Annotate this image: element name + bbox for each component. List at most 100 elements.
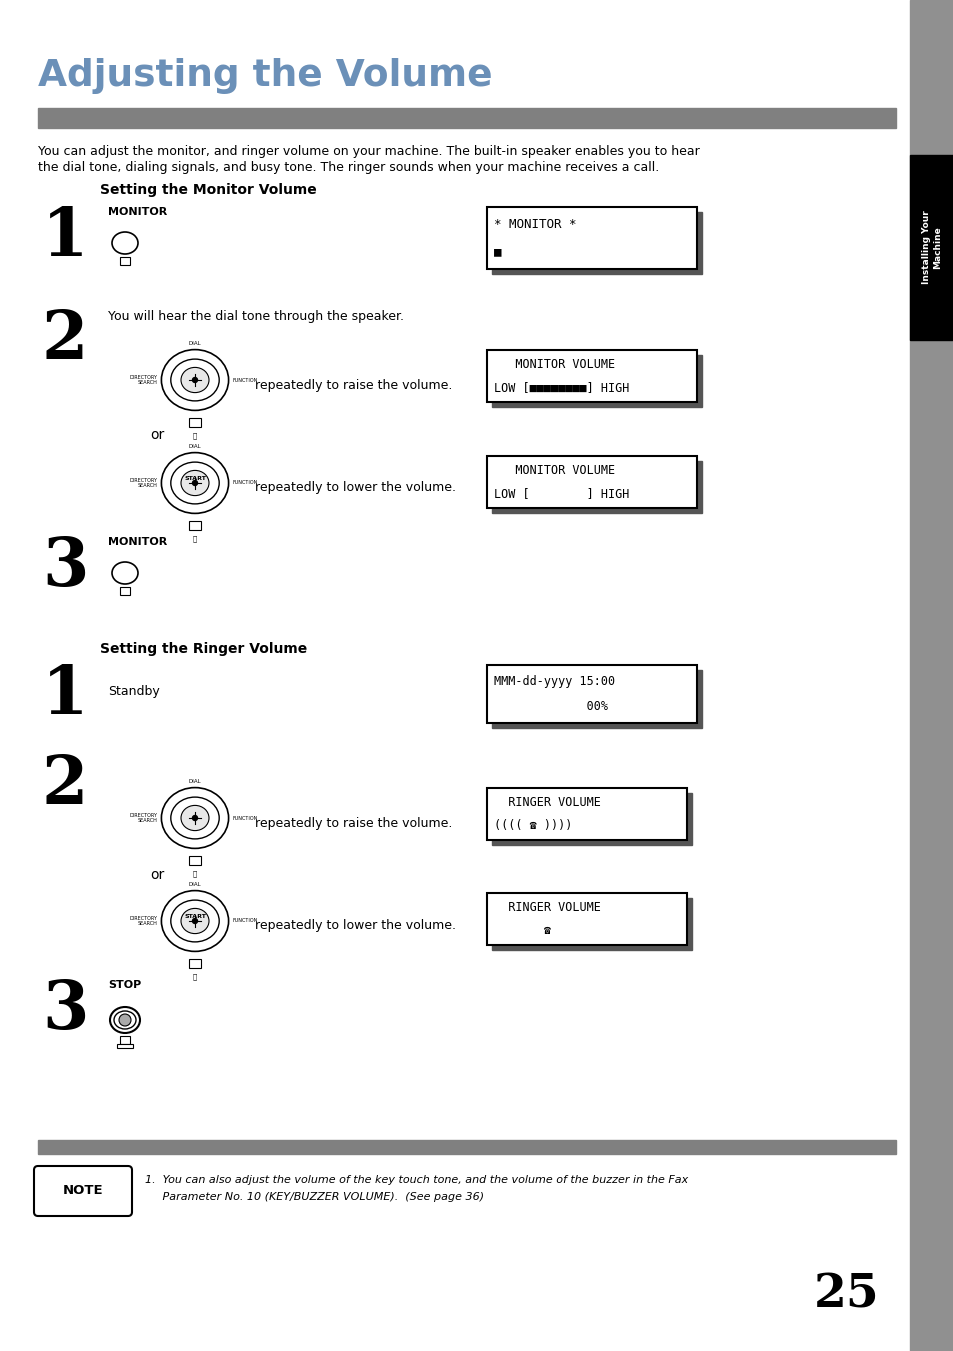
Ellipse shape <box>112 562 138 584</box>
Text: Parameter No. 10 (KEY/BUZZER VOLUME).  (See page 36): Parameter No. 10 (KEY/BUZZER VOLUME). (S… <box>145 1192 483 1202</box>
Text: DIAL: DIAL <box>189 340 201 346</box>
Bar <box>492 355 701 407</box>
Text: RINGER VOLUME: RINGER VOLUME <box>494 901 600 915</box>
Bar <box>117 1044 132 1048</box>
Text: DIAL: DIAL <box>189 882 201 888</box>
Text: LOW [        ] HIGH: LOW [ ] HIGH <box>494 486 629 500</box>
Text: 1: 1 <box>42 205 89 270</box>
Ellipse shape <box>113 1011 136 1029</box>
FancyBboxPatch shape <box>34 1166 132 1216</box>
Ellipse shape <box>161 350 229 411</box>
Circle shape <box>193 816 197 820</box>
Text: Setting the Ringer Volume: Setting the Ringer Volume <box>100 642 307 657</box>
Text: 𝚤: 𝚤 <box>193 870 197 877</box>
Bar <box>189 417 201 427</box>
Bar <box>486 665 697 723</box>
Text: MMM-dd-yyyy 15:00: MMM-dd-yyyy 15:00 <box>494 674 615 688</box>
Text: * MONITOR *: * MONITOR * <box>494 218 576 231</box>
Circle shape <box>193 481 197 485</box>
Bar <box>486 457 697 508</box>
Text: DIRECTORY
SEARCH: DIRECTORY SEARCH <box>130 916 157 927</box>
Ellipse shape <box>112 232 138 254</box>
Bar <box>486 893 686 944</box>
Bar <box>492 461 701 513</box>
Text: repeatedly to lower the volume.: repeatedly to lower the volume. <box>254 481 456 494</box>
Ellipse shape <box>181 805 209 831</box>
Text: DIAL: DIAL <box>189 780 201 784</box>
Bar <box>38 1140 895 1154</box>
Text: FUNCTION: FUNCTION <box>232 377 257 382</box>
Bar <box>909 0 953 1351</box>
Text: STOP: STOP <box>108 979 141 990</box>
Bar <box>189 521 201 530</box>
Circle shape <box>193 377 197 382</box>
Text: Setting the Monitor Volume: Setting the Monitor Volume <box>100 182 316 197</box>
Text: repeatedly to lower the volume.: repeatedly to lower the volume. <box>254 920 456 932</box>
Bar <box>189 959 201 969</box>
Text: 3: 3 <box>42 978 89 1043</box>
Bar <box>38 108 895 128</box>
Text: 𝚤: 𝚤 <box>193 535 197 542</box>
Bar <box>120 1036 130 1044</box>
Text: 3: 3 <box>42 535 89 600</box>
Text: MONITOR: MONITOR <box>108 207 167 218</box>
Text: 2: 2 <box>42 753 89 817</box>
Ellipse shape <box>171 462 219 504</box>
Bar <box>492 793 691 844</box>
Text: MONITOR VOLUME: MONITOR VOLUME <box>494 463 615 477</box>
Text: 𝚤: 𝚤 <box>193 973 197 979</box>
Ellipse shape <box>181 367 209 393</box>
Bar <box>486 350 697 403</box>
Ellipse shape <box>161 453 229 513</box>
Text: ■: ■ <box>494 245 501 258</box>
Ellipse shape <box>110 1006 140 1034</box>
Text: 1.  You can also adjust the volume of the key touch tone, and the volume of the : 1. You can also adjust the volume of the… <box>145 1175 687 1185</box>
Ellipse shape <box>171 900 219 942</box>
Text: Installing Your
Machine: Installing Your Machine <box>922 211 941 284</box>
Text: Standby: Standby <box>108 685 159 698</box>
Text: repeatedly to raise the volume.: repeatedly to raise the volume. <box>254 378 452 392</box>
Text: 00%: 00% <box>494 700 607 713</box>
Bar <box>909 155 953 340</box>
Text: 𝚤: 𝚤 <box>193 432 197 439</box>
Text: MONITOR VOLUME: MONITOR VOLUME <box>494 358 615 372</box>
Text: You will hear the dial tone through the speaker.: You will hear the dial tone through the … <box>108 309 403 323</box>
Text: DIAL: DIAL <box>189 444 201 449</box>
Text: FUNCTION: FUNCTION <box>232 481 257 485</box>
Text: RINGER VOLUME: RINGER VOLUME <box>494 796 600 809</box>
Text: START: START <box>184 915 206 920</box>
Ellipse shape <box>171 797 219 839</box>
Bar <box>486 207 697 269</box>
Text: 1: 1 <box>42 663 89 728</box>
Text: Adjusting the Volume: Adjusting the Volume <box>38 58 492 95</box>
Text: START: START <box>184 477 206 481</box>
Bar <box>492 670 701 728</box>
Bar <box>492 212 701 274</box>
Ellipse shape <box>181 908 209 934</box>
Bar <box>492 898 691 950</box>
Text: 2: 2 <box>42 308 89 373</box>
Text: DIRECTORY
SEARCH: DIRECTORY SEARCH <box>130 478 157 489</box>
Circle shape <box>119 1015 131 1025</box>
Text: 25: 25 <box>814 1273 879 1319</box>
Ellipse shape <box>161 890 229 951</box>
Bar <box>486 788 686 840</box>
Text: the dial tone, dialing signals, and busy tone. The ringer sounds when your machi: the dial tone, dialing signals, and busy… <box>38 161 659 174</box>
Text: MONITOR: MONITOR <box>108 536 167 547</box>
Bar <box>120 586 130 594</box>
Bar <box>189 857 201 865</box>
Text: or: or <box>150 428 164 442</box>
Ellipse shape <box>181 470 209 496</box>
Text: LOW [■■■■■■■■] HIGH: LOW [■■■■■■■■] HIGH <box>494 381 629 394</box>
Bar <box>120 257 130 265</box>
Text: NOTE: NOTE <box>63 1185 103 1197</box>
Ellipse shape <box>161 788 229 848</box>
Circle shape <box>193 919 197 924</box>
Text: FUNCTION: FUNCTION <box>232 816 257 820</box>
Text: DIRECTORY
SEARCH: DIRECTORY SEARCH <box>130 812 157 823</box>
Text: repeatedly to raise the volume.: repeatedly to raise the volume. <box>254 816 452 830</box>
Ellipse shape <box>171 359 219 401</box>
Text: ☎: ☎ <box>494 924 551 938</box>
Text: FUNCTION: FUNCTION <box>232 919 257 924</box>
Text: DIRECTORY
SEARCH: DIRECTORY SEARCH <box>130 374 157 385</box>
